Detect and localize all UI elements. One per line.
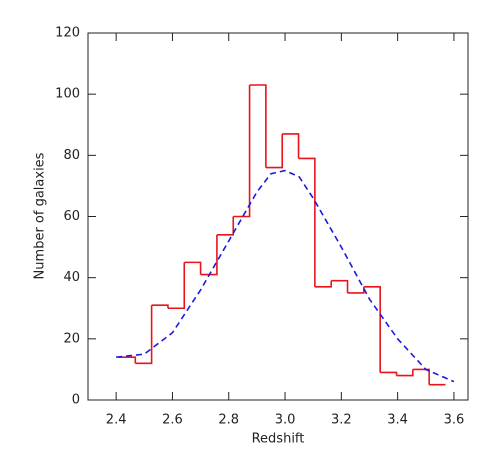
histogram-step xyxy=(363,286,381,373)
histogram-step xyxy=(167,262,186,310)
y-axis-label: Number of galaxies xyxy=(33,152,48,279)
x-tick-label: 3.2 xyxy=(331,413,352,428)
x-tick-label: 3.4 xyxy=(387,413,408,428)
histogram-step xyxy=(412,368,430,385)
x-tick-label: 2.6 xyxy=(162,413,183,428)
y-tick-label: 120 xyxy=(55,26,80,41)
histogram-step xyxy=(265,133,284,169)
fit-line xyxy=(116,169,455,383)
histogram-step xyxy=(347,286,365,294)
histogram-step xyxy=(233,84,251,218)
histogram-step xyxy=(135,305,153,365)
histogram-step xyxy=(282,133,300,159)
x-tick-label: 2.8 xyxy=(218,413,239,428)
plot-frame xyxy=(87,32,469,401)
histogram-step xyxy=(200,234,218,276)
y-tick-label: 100 xyxy=(55,87,80,102)
histogram-step xyxy=(216,216,235,236)
y-tick-label: 60 xyxy=(63,209,80,224)
histogram-step xyxy=(184,261,202,275)
histogram-step xyxy=(396,369,414,377)
histogram-step xyxy=(151,304,169,309)
histogram-step xyxy=(380,371,398,376)
x-tick-label: 3.0 xyxy=(275,413,296,428)
histogram-step xyxy=(298,157,316,287)
histogram-step xyxy=(314,280,332,288)
x-tick-label: 3.6 xyxy=(444,413,465,428)
x-tick-label: 2.4 xyxy=(106,413,127,428)
histogram-step xyxy=(118,356,137,364)
y-tick-label: 80 xyxy=(63,148,80,163)
x-axis-label: Redshift xyxy=(252,432,305,447)
y-tick-label: 20 xyxy=(63,331,80,346)
histogram-step xyxy=(249,84,267,168)
y-tick-label: 40 xyxy=(63,270,80,285)
histogram-step xyxy=(331,279,349,293)
y-tick-label: 0 xyxy=(72,393,80,408)
